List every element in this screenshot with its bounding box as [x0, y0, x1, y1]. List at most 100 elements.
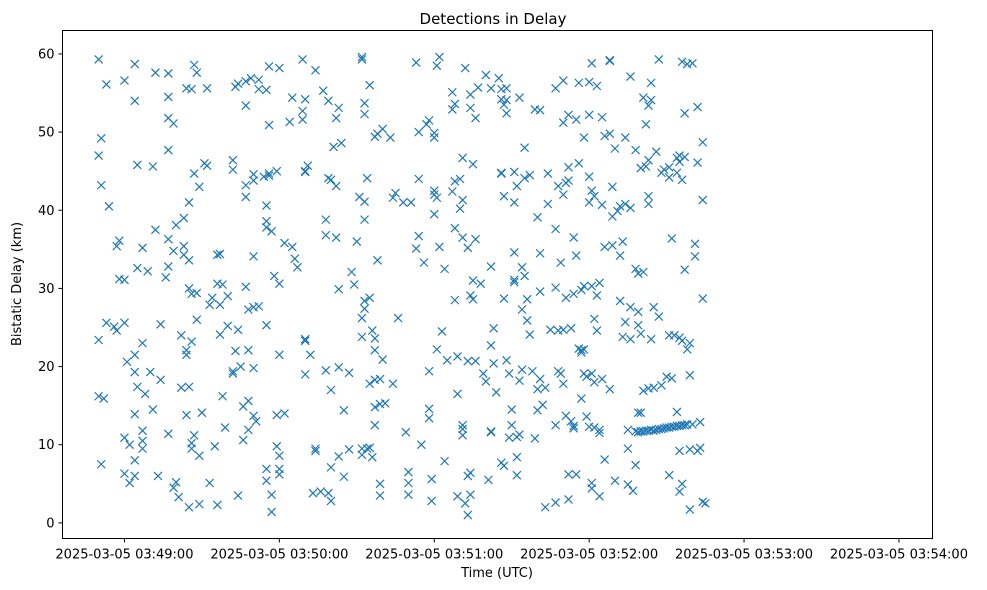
data-point: [385, 133, 395, 142]
y-tick-label: 30: [38, 282, 55, 297]
data-point: [398, 198, 408, 207]
data-point: [114, 236, 124, 246]
data-point: [504, 369, 514, 379]
data-point: [205, 478, 215, 488]
x-tick-label: 2025-03-05 03:49:00: [55, 548, 193, 563]
data-point: [360, 109, 369, 119]
data-point: [321, 230, 331, 240]
data-point: [94, 391, 104, 401]
data-point: [163, 69, 173, 78]
data-point: [631, 264, 641, 274]
data-point: [290, 254, 300, 264]
data-point: [212, 500, 222, 510]
data-point: [672, 168, 682, 178]
data-point: [96, 180, 106, 190]
y-tick-label: 20: [38, 360, 55, 375]
data-point: [646, 95, 656, 105]
data-point: [339, 472, 349, 482]
data-point: [535, 287, 545, 296]
data-point: [130, 59, 140, 69]
data-point: [579, 133, 589, 142]
data-point: [104, 201, 114, 211]
data-point: [429, 186, 439, 196]
data-point: [453, 389, 462, 399]
data-point: [424, 115, 434, 125]
data-point: [318, 86, 328, 96]
data-point: [305, 350, 315, 360]
data-point: [605, 129, 615, 139]
data-point: [393, 313, 403, 323]
data-point: [592, 81, 602, 91]
data-point: [453, 351, 462, 361]
data-point: [380, 398, 390, 408]
data-point: [644, 191, 653, 201]
y-tick-label: 60: [38, 47, 55, 62]
data-point: [533, 384, 542, 394]
data-point: [434, 52, 444, 62]
data-point: [636, 408, 646, 418]
data-point: [494, 73, 504, 83]
data-point: [677, 336, 687, 346]
data-point: [592, 291, 602, 300]
data-point: [194, 451, 204, 461]
data-point: [231, 346, 240, 356]
x-axis-ticks: 2025-03-05 03:49:00 2025-03-05 03:50:00 20…: [55, 538, 968, 563]
data-point: [623, 425, 633, 435]
data-point: [360, 197, 369, 207]
data-point: [489, 323, 499, 333]
data-point: [522, 316, 532, 325]
data-point: [610, 144, 620, 153]
data-point: [262, 223, 271, 232]
data-point: [360, 98, 369, 108]
x-tick-label: 2025-03-05 03:53:00: [675, 548, 813, 563]
data-point: [455, 204, 465, 214]
data-point: [644, 199, 653, 209]
data-point: [228, 366, 238, 376]
data-point: [685, 505, 695, 515]
data-point: [262, 320, 271, 330]
x-tick-label: 2025-03-05 03:52:00: [520, 548, 658, 563]
data-points: [94, 52, 710, 520]
data-point: [215, 330, 225, 339]
data-point: [478, 369, 488, 379]
data-point: [463, 356, 473, 366]
data-point: [411, 244, 421, 253]
data-point: [458, 430, 468, 440]
x-tick-label: 2025-03-05 03:51:00: [365, 548, 503, 563]
data-point: [657, 380, 666, 390]
data-point: [187, 84, 197, 94]
data-point: [558, 118, 568, 128]
data-point: [455, 174, 465, 184]
data-point: [522, 294, 532, 304]
data-point: [334, 103, 344, 113]
data-point: [667, 233, 677, 243]
data-point: [525, 170, 535, 180]
data-point: [120, 275, 129, 285]
data-point: [589, 377, 599, 387]
data-point: [101, 80, 111, 89]
data-point: [370, 345, 380, 355]
data-point: [192, 315, 202, 325]
data-point: [300, 336, 310, 346]
data-point: [569, 289, 579, 299]
data-point: [215, 300, 225, 310]
data-point: [587, 369, 597, 379]
data-point: [334, 452, 344, 461]
data-point: [388, 379, 398, 389]
data-point: [687, 58, 697, 68]
data-point: [569, 233, 579, 243]
data-point: [272, 441, 282, 451]
data-point: [595, 491, 604, 501]
data-point: [130, 455, 140, 465]
data-point: [280, 409, 289, 418]
data-point: [468, 276, 478, 286]
data-point: [638, 267, 648, 277]
data-point: [600, 131, 610, 141]
data-point: [471, 113, 480, 123]
data-point: [388, 193, 398, 203]
data-point: [262, 464, 271, 474]
data-point: [422, 119, 431, 129]
data-point: [509, 198, 519, 207]
data-point: [432, 61, 442, 71]
data-point: [163, 262, 173, 271]
